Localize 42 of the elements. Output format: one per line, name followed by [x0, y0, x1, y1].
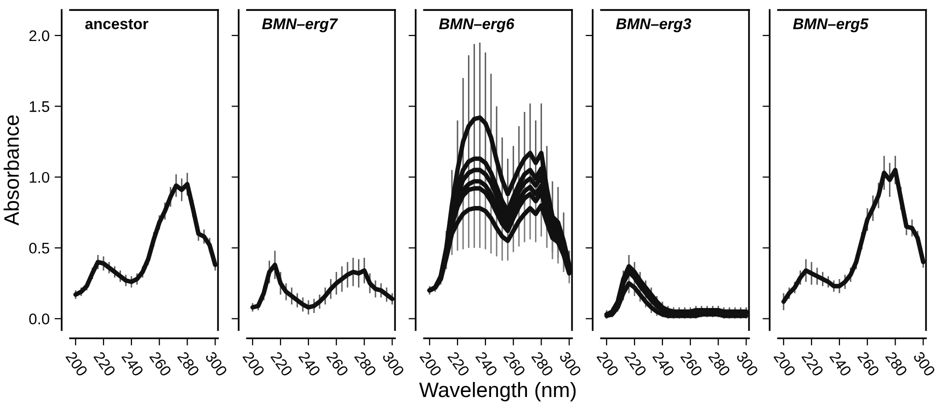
chart-title: ancestor	[85, 19, 148, 30]
x-tick-label: 300	[736, 350, 759, 377]
x-tick-label: 280	[354, 351, 377, 377]
text: BMN–erg5	[793, 18, 869, 32]
x-tick-label: 280	[177, 351, 200, 377]
x-tick-label: 300	[382, 350, 405, 377]
y-tick-label: 1.0	[30, 172, 50, 183]
x-tick-label: 240	[475, 351, 498, 377]
x-tick-label: 260	[326, 351, 349, 377]
x-tick-label: 220	[93, 351, 116, 377]
x-tick-label: 200	[419, 351, 442, 377]
x-tick-label: 300	[912, 350, 936, 377]
text: BMN–erg7	[262, 18, 338, 32]
x-tick-label: 220	[447, 351, 470, 377]
x-tick-label: 260	[503, 351, 526, 377]
x-tick-label: 260	[149, 351, 172, 377]
y-tick-label: 0.5	[29, 242, 50, 254]
x-tick-label: 260	[680, 351, 703, 377]
x-tick-label: 200	[242, 351, 266, 377]
x-tick-label: 200	[773, 351, 796, 377]
y-tick-label: 0.0	[29, 314, 50, 324]
x-tick-label: 280	[531, 351, 554, 377]
x-tick-label: 220	[624, 351, 647, 377]
x-tick-label: 260	[857, 351, 880, 377]
x-axis-title: Wavelength (nm)	[419, 382, 576, 402]
x-tick-label: 240	[829, 351, 852, 377]
x-tick-label: 200	[596, 351, 620, 377]
x-tick-label: 280	[708, 351, 731, 377]
x-tick-label: 240	[121, 351, 144, 377]
text: BMN–erg6	[439, 18, 514, 32]
x-tick-label: 200	[65, 351, 88, 377]
text: BMN–erg3	[616, 18, 692, 32]
y-tick-label: 2.0	[29, 30, 50, 42]
x-tick-label: 300	[204, 350, 228, 377]
x-tick-label: 220	[801, 351, 824, 377]
x-tick-label: 220	[270, 351, 293, 377]
y-tick-label: 1.5	[30, 101, 50, 112]
x-tick-label: 280	[885, 351, 908, 377]
x-tick-label: 240	[652, 351, 675, 377]
y-axis-title: Absorbance	[4, 115, 19, 226]
x-tick-label: 300	[558, 350, 582, 377]
x-tick-label: 240	[298, 351, 321, 377]
